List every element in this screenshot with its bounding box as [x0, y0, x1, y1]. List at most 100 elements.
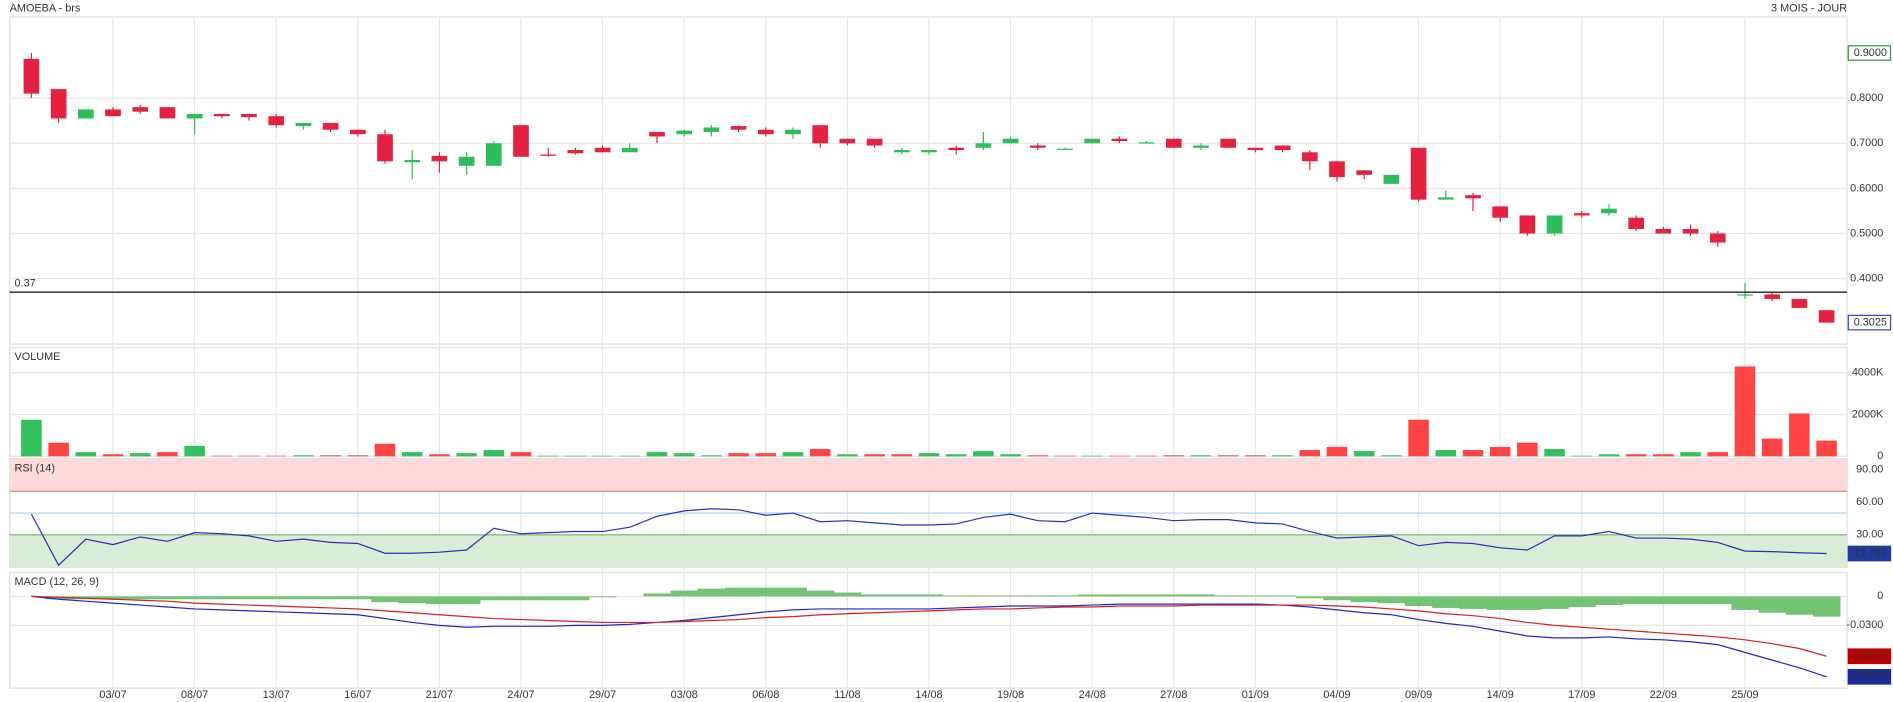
volume-bar: [1217, 455, 1239, 457]
volume-bar: [837, 454, 858, 457]
candle-body: [812, 125, 829, 144]
histogram-bar: [1241, 595, 1270, 597]
histogram-bar: [126, 596, 155, 600]
candle-body: [1165, 138, 1182, 148]
candle-body: [1492, 206, 1509, 218]
value-box-label: -0.0620: [1850, 650, 1887, 662]
histogram-bar: [806, 590, 835, 597]
volume-bar: [1136, 455, 1157, 457]
histogram-bar: [942, 595, 971, 597]
x-tick-label: 08/07: [181, 689, 208, 701]
candle-body: [1138, 142, 1155, 144]
x-tick-label: 24/08: [1079, 689, 1106, 701]
candle-body: [1111, 138, 1128, 141]
candle-body: [1601, 208, 1617, 214]
candle-body: [513, 125, 529, 157]
candle-body: [676, 130, 693, 135]
histogram-bar: [1486, 596, 1515, 610]
candle-body: [1329, 161, 1345, 178]
reference-label: 0.37: [15, 278, 36, 290]
histogram-bar: [561, 596, 590, 601]
candle-body: [1764, 294, 1781, 299]
volume-bar: [1680, 452, 1701, 457]
histogram-bar: [1187, 594, 1215, 597]
x-tick-label: 01/09: [1242, 689, 1269, 701]
y-tick-label: 60.00: [1856, 496, 1883, 508]
volume-bar: [918, 453, 940, 457]
y-tick-label: 4000K: [1852, 367, 1884, 379]
volume-bar: [1245, 455, 1266, 457]
histogram-bar: [589, 596, 617, 598]
value-box: [1847, 545, 1892, 562]
candle-body: [948, 147, 965, 151]
histogram-bar: [1785, 596, 1814, 615]
histogram-bar: [1812, 596, 1841, 617]
histogram-bar: [507, 596, 535, 601]
volume-bar: [1054, 455, 1076, 457]
candle-body: [621, 147, 638, 153]
volume-bar: [21, 419, 42, 457]
volume-bar: [1625, 454, 1647, 457]
x-tick-label: 21/07: [426, 689, 453, 701]
histogram-bar: [371, 596, 399, 603]
histogram-bar: [398, 596, 427, 604]
volume-bar: [102, 454, 124, 457]
x-tick-label: 24/07: [507, 689, 534, 701]
candle-body: [785, 129, 801, 135]
candle-body: [1791, 298, 1808, 308]
volume-bar: [429, 454, 450, 457]
volume-bar: [1353, 451, 1375, 457]
x-tick-label: 06/08: [752, 689, 779, 701]
volume-bar: [1435, 450, 1457, 457]
volume-bar: [1816, 440, 1837, 457]
y-tick-label: 2000K: [1852, 408, 1884, 420]
histogram-bar: [833, 592, 862, 597]
volume-bar: [510, 452, 532, 457]
volume-bar: [483, 450, 505, 457]
histogram-bar: [1323, 596, 1351, 601]
volume-bar: [211, 455, 233, 457]
histogram-bar: [1704, 596, 1732, 605]
value-box: [1847, 648, 1892, 665]
candle-body: [866, 138, 883, 146]
macd-line: [31, 595, 1827, 657]
volume-bar: [347, 455, 369, 457]
candle-body: [1410, 147, 1427, 200]
y-tick-label: 0: [1877, 590, 1883, 602]
panel-title: MACD (12, 26, 9): [15, 576, 99, 588]
candle-body: [703, 127, 720, 132]
histogram-bar: [860, 594, 889, 597]
x-tick-label: 14/08: [915, 689, 942, 701]
volume-bar: [1109, 455, 1130, 457]
value-box-label: 12.787: [1854, 547, 1887, 559]
histogram-bar: [1160, 594, 1188, 597]
x-tick-label: 03/08: [671, 689, 698, 701]
histogram-bar: [1024, 595, 1052, 597]
volume-bar: [1381, 455, 1402, 457]
x-tick-label: 29/07: [589, 689, 616, 701]
value-box: [1847, 668, 1892, 685]
volume-bar: [1571, 455, 1593, 457]
volume-bar: [157, 452, 178, 457]
candle-body: [1818, 310, 1835, 323]
candle-body: [1220, 138, 1237, 148]
candle-body: [1356, 170, 1373, 175]
value-box-label: -0.0833: [1850, 671, 1887, 683]
histogram-bar: [1649, 596, 1678, 605]
y-tick-label: 90.00: [1856, 463, 1883, 475]
candle-body: [1682, 228, 1699, 234]
candle-body: [50, 89, 67, 119]
y-tick-label: 0.4000: [1850, 273, 1883, 285]
histogram-bar: [697, 588, 726, 597]
histogram-bar: [1268, 595, 1297, 597]
volume-bar: [891, 454, 913, 457]
oversold-zone: [9, 534, 1848, 568]
candle-body: [839, 138, 856, 144]
volume-bar: [646, 452, 668, 457]
volume-bar: [1789, 413, 1810, 457]
histogram-bar: [996, 595, 1025, 597]
volume-bar: [184, 445, 205, 457]
x-tick-label: 11/08: [834, 689, 860, 701]
candle-body: [1193, 145, 1209, 148]
